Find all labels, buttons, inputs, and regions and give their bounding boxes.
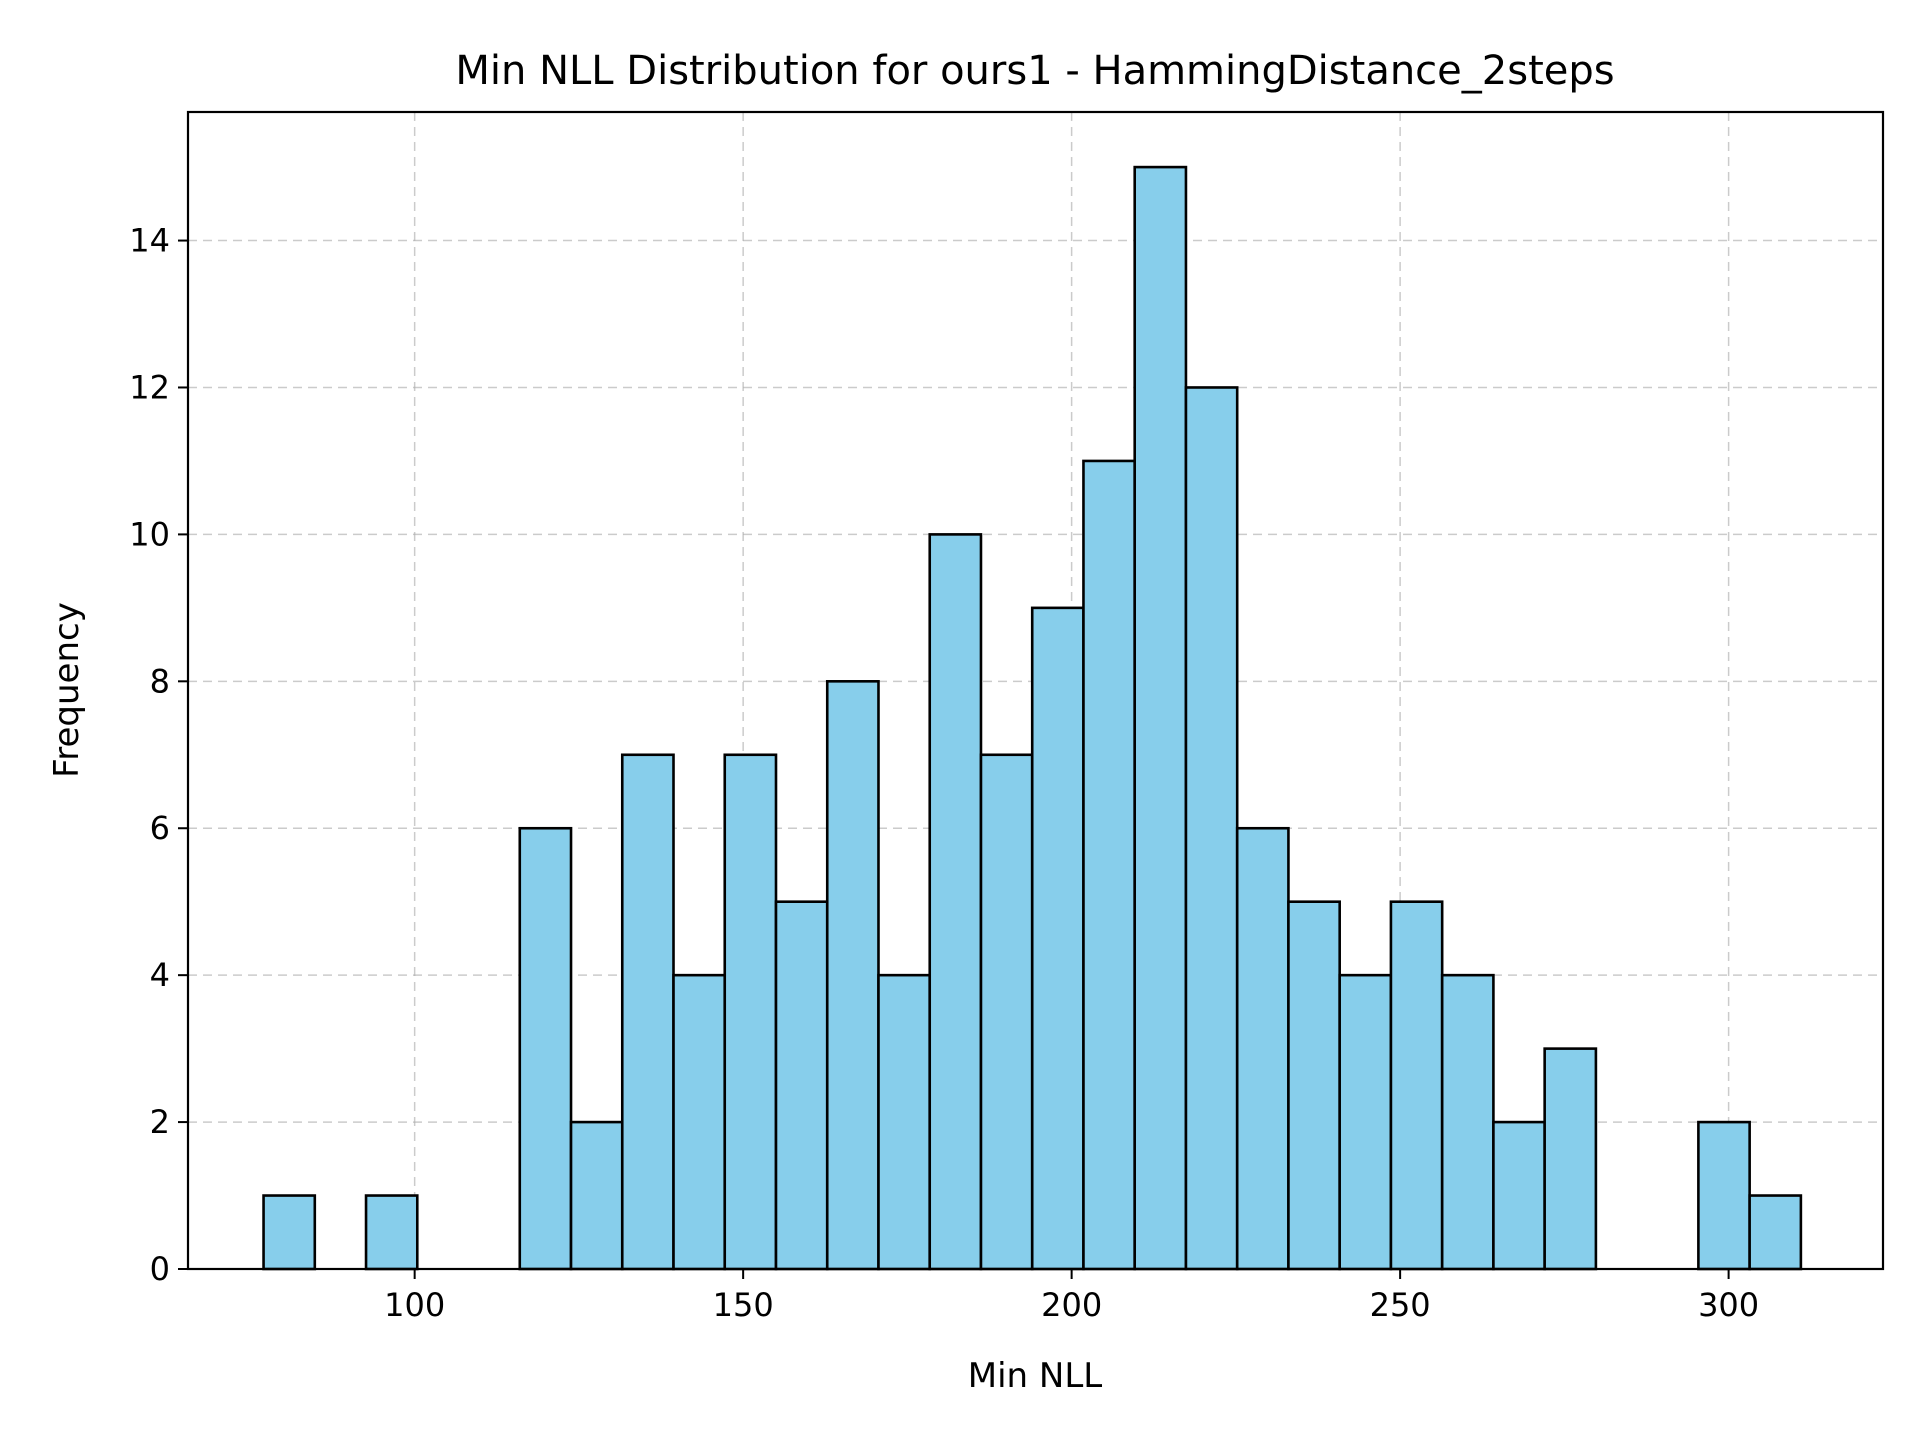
histogram-bar <box>1287 900 1341 1271</box>
histogram-bar <box>262 1194 317 1271</box>
histogram-bar <box>1338 973 1393 1271</box>
y-tick-label: 6 <box>150 809 170 847</box>
y-axis-ticks: 0 2 4 6 8 10 12 14 <box>129 222 188 1288</box>
x-tick-label: 300 <box>1698 1286 1759 1324</box>
x-tick-label: 100 <box>384 1286 445 1324</box>
y-tick-label: 10 <box>129 515 170 553</box>
y-axis-label: Frequency <box>47 602 87 778</box>
histogram-bar <box>1133 165 1188 1271</box>
histogram-bar <box>1440 973 1495 1271</box>
histogram-bar <box>774 900 829 1271</box>
histogram-bar <box>979 753 1034 1271</box>
y-tick-label: 4 <box>150 956 170 994</box>
histogram-bar <box>620 753 675 1271</box>
histogram-bar <box>1697 1120 1751 1271</box>
histogram-bar <box>1030 606 1085 1271</box>
histogram-bar <box>1748 1194 1803 1271</box>
histogram-bar <box>364 1194 419 1271</box>
x-axis-ticks: 100 150 200 250 300 <box>384 1269 1759 1324</box>
histogram-bar <box>1389 900 1444 1271</box>
histogram-bars <box>262 165 1803 1271</box>
plot-frame <box>186 110 1885 1271</box>
histogram-bar <box>723 753 778 1271</box>
y-tick-label: 12 <box>129 368 170 406</box>
y-tick-label: 8 <box>150 662 170 700</box>
y-tick-label: 2 <box>150 1103 170 1141</box>
histogram-bar <box>1184 386 1239 1271</box>
histogram-bar <box>928 533 983 1271</box>
histogram-bar <box>877 973 932 1271</box>
y-tick-label: 14 <box>129 222 170 260</box>
histogram-bar <box>1492 1120 1546 1271</box>
histogram-bar <box>672 973 727 1271</box>
x-axis-label: Min NLL <box>968 1356 1103 1396</box>
histogram-bar <box>825 680 880 1271</box>
y-tick-label: 0 <box>150 1250 170 1288</box>
x-tick-label: 250 <box>1370 1286 1431 1324</box>
histogram-bar <box>1082 459 1137 1271</box>
histogram-bar <box>569 1120 624 1271</box>
chart-title: Min NLL Distribution for ours1 - Hamming… <box>455 48 1614 94</box>
x-tick-label: 200 <box>1041 1286 1102 1324</box>
histogram-bar <box>1235 826 1290 1271</box>
x-tick-label: 150 <box>713 1286 774 1324</box>
histogram-bar <box>1543 1047 1598 1271</box>
histogram-bar <box>518 826 573 1271</box>
